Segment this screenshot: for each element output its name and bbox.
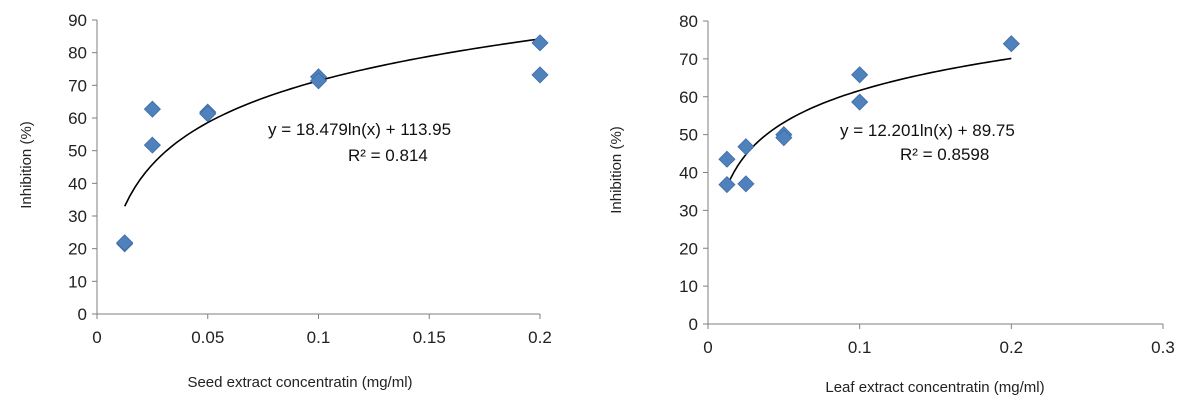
data-point	[143, 136, 161, 154]
y-tick-label: 60	[679, 88, 698, 107]
y-tick-label: 0	[689, 315, 698, 334]
data-point	[143, 100, 161, 118]
data-point	[737, 175, 755, 193]
x-tick-label: 0.15	[413, 328, 446, 347]
y-tick-label: 40	[679, 164, 698, 183]
data-point	[851, 66, 869, 84]
trendline-equation: y = 12.201ln(x) + 89.75	[840, 121, 1015, 140]
y-tick-label: 0	[78, 305, 87, 324]
trendline	[123, 38, 541, 207]
y-tick-label: 10	[68, 272, 87, 291]
x-tick-label: 0.2	[528, 328, 552, 347]
r-squared-label: R² = 0.814	[348, 146, 428, 165]
data-point	[531, 66, 549, 84]
data-point	[851, 93, 869, 111]
y-tick-label: 20	[68, 240, 87, 259]
y-tick-label: 70	[68, 76, 87, 95]
y-tick-label: 30	[679, 201, 698, 220]
y-axis-title: Inhibition (%)	[608, 126, 625, 214]
x-tick-label: 0.05	[191, 328, 224, 347]
data-point	[199, 105, 217, 123]
y-tick-label: 90	[68, 11, 87, 30]
data-point	[718, 176, 736, 194]
data-point	[531, 34, 549, 52]
data-point	[1002, 35, 1020, 53]
data-point	[718, 150, 736, 168]
x-tick-label: 0.3	[1151, 338, 1175, 357]
y-tick-label: 50	[68, 142, 87, 161]
trendline	[726, 57, 1012, 187]
data-point	[737, 138, 755, 156]
data-point	[775, 129, 793, 147]
trendline-equation: y = 18.479ln(x) + 113.95	[268, 120, 451, 139]
x-axis-title: Seed extract concentratin (mg/ml)	[187, 374, 412, 391]
x-tick-label: 0.2	[1000, 338, 1024, 357]
data-point	[309, 72, 328, 90]
seed-extract-chart: Inhibition (%) Seed extract concentratin…	[18, 11, 552, 391]
leaf-extract-chart: Inhibition (%) Leaf extract concentratin…	[608, 12, 1175, 396]
y-axis-title: Inhibition (%)	[18, 121, 35, 209]
y-tick-label: 80	[68, 44, 87, 63]
y-tick-label: 70	[679, 50, 698, 69]
y-tick-label: 60	[68, 109, 87, 128]
data-point	[116, 234, 134, 252]
y-tick-label: 80	[679, 12, 698, 31]
y-tick-label: 50	[679, 126, 698, 145]
r-squared-label: R² = 0.8598	[900, 145, 989, 164]
y-tick-label: 30	[68, 207, 87, 226]
x-tick-label: 0	[92, 328, 101, 347]
x-tick-label: 0	[703, 338, 712, 357]
x-tick-label: 0.1	[848, 338, 872, 357]
y-tick-label: 20	[679, 239, 698, 258]
x-axis-title: Leaf extract concentratin (mg/ml)	[825, 379, 1044, 396]
y-tick-label: 10	[679, 277, 698, 296]
x-tick-label: 0.1	[307, 328, 331, 347]
y-tick-label: 40	[68, 174, 87, 193]
